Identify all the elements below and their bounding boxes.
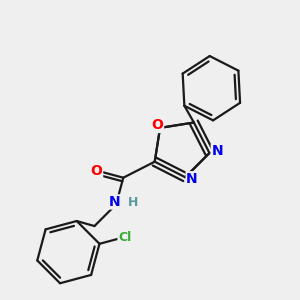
Text: H: H (128, 196, 138, 209)
Text: N: N (186, 172, 198, 186)
Text: N: N (211, 145, 223, 158)
Text: N: N (109, 195, 120, 209)
Text: O: O (91, 164, 103, 178)
Text: Cl: Cl (118, 231, 131, 244)
Text: O: O (152, 118, 164, 132)
